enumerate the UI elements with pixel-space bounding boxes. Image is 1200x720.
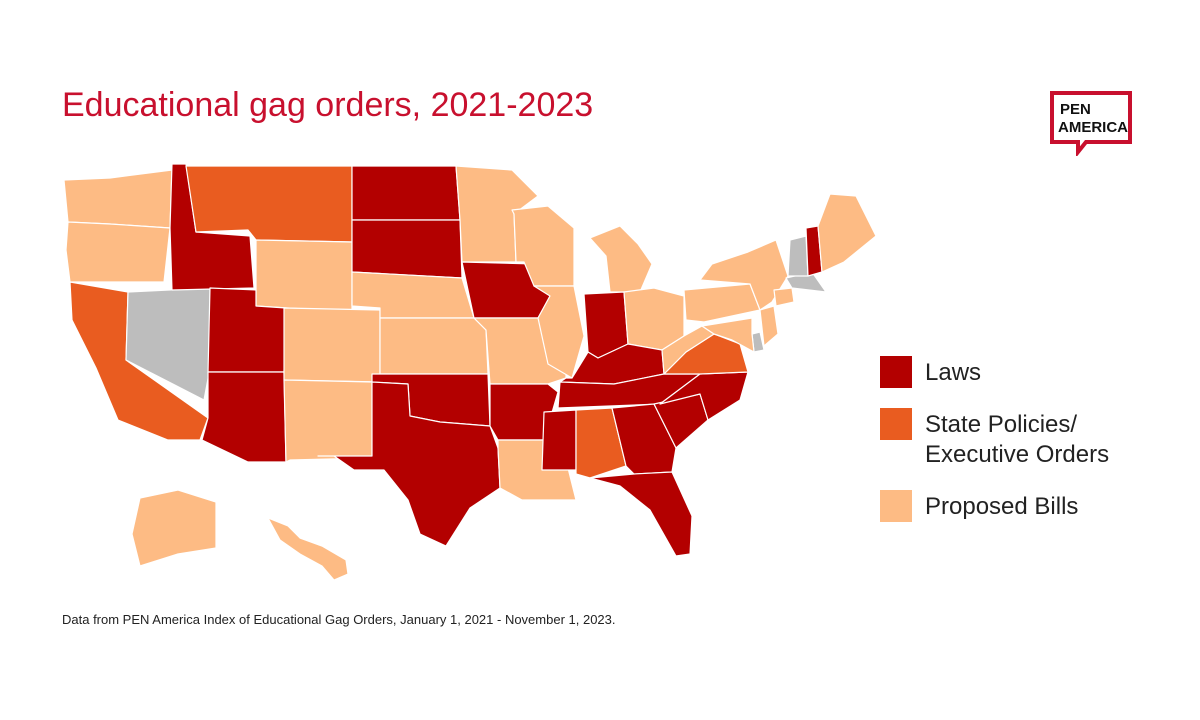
state-ak (131, 489, 217, 567)
legend-swatch-state-policies (880, 408, 912, 440)
pen-america-logo: PEN AMERICA (1050, 91, 1132, 156)
state-fl (589, 471, 693, 557)
state-mt (185, 165, 353, 243)
state-md (701, 317, 755, 353)
state-wa (63, 169, 173, 229)
state-pa (683, 283, 761, 323)
source-footnote: Data from PEN America Index of Education… (62, 612, 616, 627)
legend-swatch-proposed-bills (880, 490, 912, 522)
legend-label-laws: Laws (925, 359, 982, 386)
state-hi (267, 517, 349, 581)
state-oh (623, 287, 685, 351)
state-az (201, 371, 287, 463)
state-ks (379, 317, 489, 375)
legend-label-executive-orders: Executive Orders (925, 441, 1110, 468)
state-me (817, 193, 877, 273)
state-nm (283, 379, 373, 463)
states-layer (63, 163, 877, 581)
state-tx (317, 381, 501, 547)
logo-text-line1: PEN (1060, 101, 1091, 118)
logo-text-line2: AMERICA (1058, 119, 1128, 136)
state-ms (541, 409, 577, 471)
map-title: Educational gag orders, 2021-2023 (62, 86, 594, 124)
legend-label-state-policies: State Policies/ (925, 411, 1078, 438)
state-al (575, 407, 627, 479)
legend-label-proposed-bills: Proposed Bills (925, 493, 1079, 520)
legend-swatch-laws (880, 356, 912, 388)
state-nj (759, 305, 779, 347)
state-mi (589, 225, 653, 293)
state-or (65, 221, 171, 283)
state-nd (351, 165, 461, 221)
state-vt (787, 235, 809, 277)
state-co (283, 307, 381, 383)
state-ct (773, 287, 795, 307)
state-wy (255, 239, 353, 313)
state-il (533, 285, 585, 379)
state-sd (351, 219, 463, 279)
